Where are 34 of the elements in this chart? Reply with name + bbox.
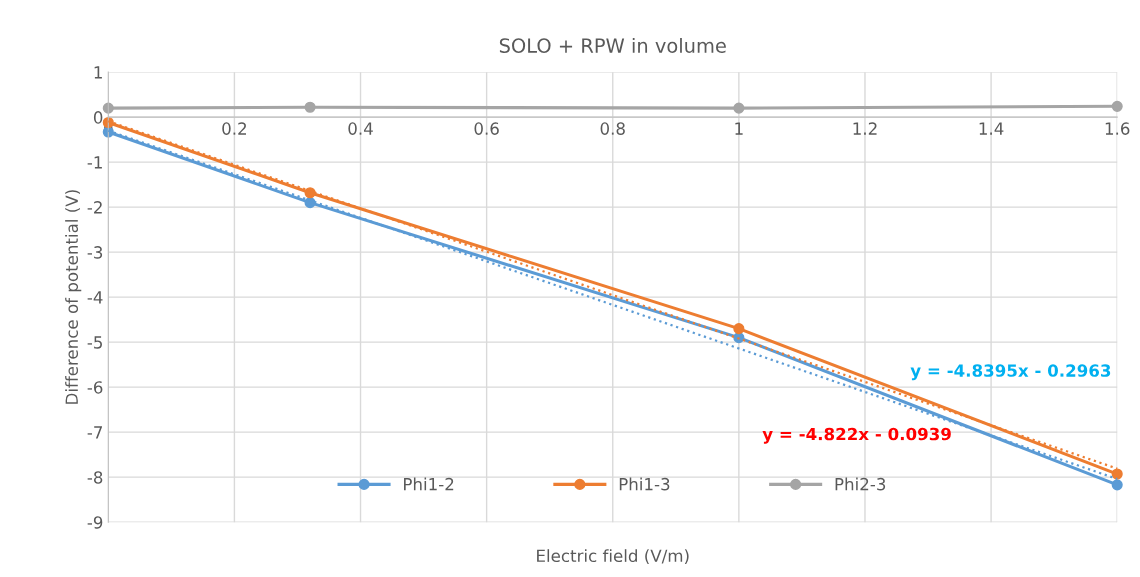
legend-label: Phi2-3	[835, 477, 886, 491]
point	[733, 102, 745, 114]
chart-title: SOLO + RPW in volume	[499, 37, 726, 53]
y-tick-label: -1	[87, 156, 102, 169]
y-tick-label: -6	[87, 381, 103, 394]
x-tick-label: 1.2	[853, 122, 877, 135]
legend-label: Phi1-3	[619, 477, 670, 491]
y-axis-title: Difference of potential (V)	[65, 190, 82, 404]
point	[1111, 479, 1123, 491]
y-tick-label: -9	[87, 516, 103, 529]
y-tick-label: -8	[87, 471, 103, 484]
x-tick-label: 1.6	[1105, 122, 1130, 135]
x-tick-label: 0.8	[600, 122, 625, 135]
y-tick-label: -2	[87, 201, 102, 214]
x-axis-title: Electric field (V/m)	[537, 549, 689, 565]
x-tick-label: 0.2	[222, 122, 246, 135]
legend-label: Phi1-2	[404, 477, 454, 491]
x-tick-label: 0.4	[348, 122, 373, 135]
y-tick-label: 1	[94, 66, 102, 79]
point	[733, 323, 745, 335]
x-tick-label: 0.6	[474, 122, 499, 135]
annotation: y = -4.822x - 0.0939	[762, 427, 951, 444]
x-tick-label: 1	[735, 122, 743, 135]
point	[1111, 100, 1123, 112]
y-tick-label: -7	[87, 426, 103, 439]
y-tick-label: -4	[87, 291, 103, 304]
x-tick-label: 1.4	[979, 122, 1004, 135]
point	[304, 101, 316, 113]
y-tick-label: 0	[93, 111, 103, 124]
point	[304, 187, 316, 199]
annotation: y = -4.8395x - 0.2963	[910, 364, 1111, 381]
point	[1111, 468, 1123, 480]
y-tick-label: -3	[87, 246, 103, 259]
y-tick-label: -5	[87, 336, 102, 349]
